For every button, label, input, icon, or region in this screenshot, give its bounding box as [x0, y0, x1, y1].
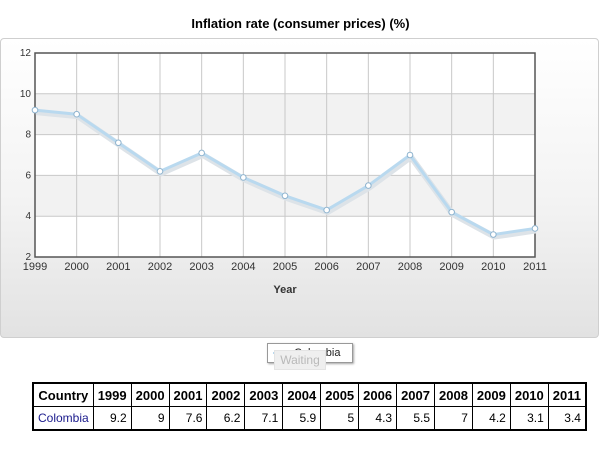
value-cell: 3.1	[509, 406, 549, 431]
value-cell: 5	[320, 406, 360, 431]
x-tick-label: 2006	[314, 261, 338, 273]
plot-border	[34, 52, 536, 258]
data-point	[240, 174, 247, 181]
data-point	[448, 208, 455, 216]
y-tick-label: 4	[25, 211, 31, 222]
data-point	[323, 206, 330, 214]
x-tick-label: 2011	[523, 261, 547, 273]
data-point	[490, 231, 497, 238]
value-cell: 7	[434, 406, 473, 431]
value-cell: 5.5	[396, 406, 435, 431]
x-tick-label: 2010	[481, 261, 505, 273]
x-tick-label: 2008	[398, 261, 422, 273]
header-year: 2006	[358, 382, 398, 407]
x-tick-label: 2007	[356, 261, 380, 273]
y-tick-label: 8	[25, 130, 31, 141]
value-cell: 4.3	[358, 406, 398, 431]
x-tick-label: 2003	[189, 261, 213, 273]
line-chart: 2 4 6 8 10 12 1999 2000 2001 2002 2003 2004 2005 2006…	[20, 48, 547, 296]
value-cell: 7.1	[244, 406, 284, 431]
header-year: 2010	[509, 382, 549, 407]
table-row: Colombia 9.2 9 7.6 6.2 7.1 5.9 5 4.3 5.5 7 4.2 3.1 3…	[32, 406, 587, 431]
y-tick-label: 2	[25, 252, 31, 263]
header-year: 2001	[168, 382, 208, 407]
header-year: 2002	[206, 382, 246, 407]
data-point	[365, 182, 372, 189]
value-cell: 6.2	[206, 406, 246, 431]
data-point	[73, 110, 80, 118]
header-year: 1999	[92, 382, 132, 407]
value-cell: 9.2	[92, 406, 132, 431]
data-point	[198, 149, 205, 157]
y-tick-label: 10	[20, 89, 32, 100]
data-point	[281, 192, 289, 200]
data-point	[31, 106, 39, 114]
value-cell: 4.2	[471, 406, 511, 431]
country-cell[interactable]: Colombia	[32, 406, 94, 431]
header-year: 2011	[547, 382, 587, 407]
data-point	[156, 168, 164, 175]
data-table: Country 1999 2000 2001 2002 2003 2004 2005 2006…	[32, 382, 587, 431]
y-tick-label: 6	[25, 170, 31, 181]
data-point	[406, 151, 414, 159]
y-tick-label: 12	[20, 48, 32, 59]
x-tick-label: 2004	[231, 261, 255, 273]
value-cell: 5.9	[282, 406, 322, 431]
x-tick-label: 2009	[439, 261, 463, 273]
table-header-row: Country 1999 2000 2001 2002 2003 2004 2005 2006…	[32, 382, 587, 407]
header-year: 2008	[434, 382, 473, 407]
x-tick-label: 2005	[273, 261, 297, 273]
chart-frame: 2 4 6 8 10 12 1999 2000 2001 2002 2003 2004 2005 2006…	[0, 38, 599, 363]
value-cell: 7.6	[168, 406, 208, 431]
value-cell: 9	[130, 406, 170, 431]
value-cell: 3.4	[547, 406, 587, 431]
data-point	[115, 139, 122, 147]
header-year: 2004	[282, 382, 322, 407]
header-year: 2005	[320, 382, 360, 407]
x-axis-label: Year	[273, 284, 297, 296]
x-tick-label: 2001	[106, 261, 130, 273]
chart-title: Inflation rate (consumer prices) (%)	[191, 16, 410, 31]
header-year: 2009	[471, 382, 511, 407]
header-country: Country	[32, 382, 94, 407]
header-year: 2003	[244, 382, 284, 407]
header-year: 2007	[396, 382, 435, 407]
waiting-button[interactable]: Waiting	[274, 350, 326, 370]
x-tick-label: 2000	[64, 261, 88, 273]
data-point	[531, 225, 539, 232]
x-tick-label: 2002	[148, 261, 172, 273]
header-year: 2000	[130, 382, 170, 407]
x-tick-label: 1999	[23, 261, 47, 273]
